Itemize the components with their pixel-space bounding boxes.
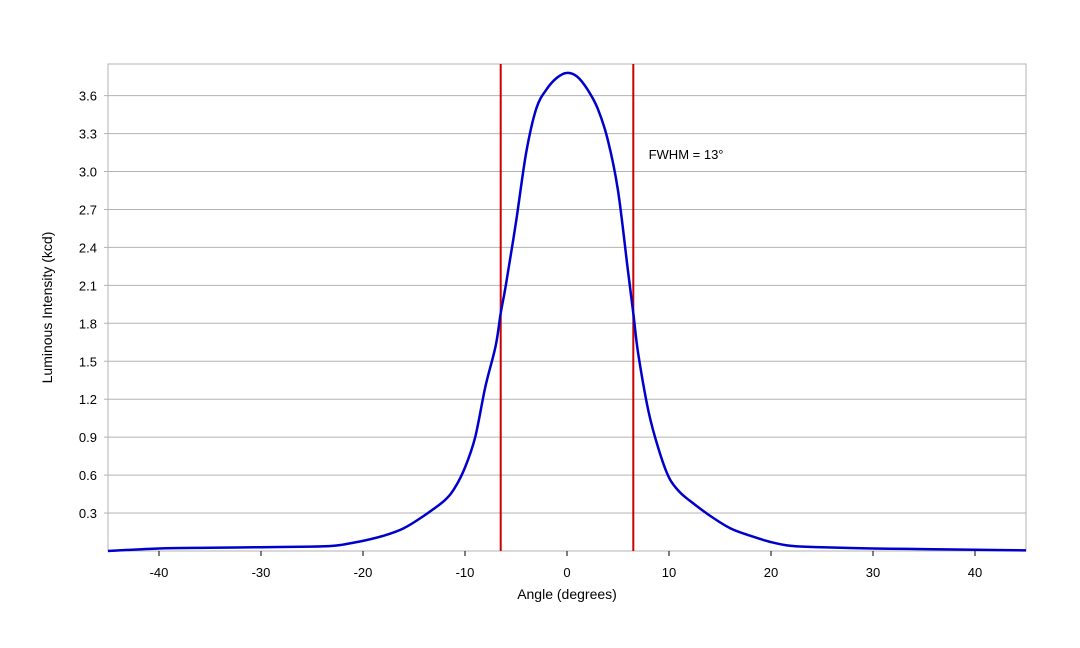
y-tick-label: 0.9	[79, 430, 97, 445]
x-tick-label: 10	[662, 565, 676, 580]
fwhm-markers	[499, 64, 635, 551]
x-tick-label: 0	[563, 565, 570, 580]
y-tick-labels: 0.3 0.6 0.9 1.2 1.5 1.8 2.1 2.4 2.7 3.0 3.3 3.6	[79, 89, 108, 521]
fwhm-annotation: FWHM = 13°	[649, 147, 724, 162]
x-axis-title: Angle (degrees)	[517, 586, 617, 602]
x-tick-label: -40	[150, 565, 169, 580]
x-tick-label: -30	[252, 565, 271, 580]
y-tick-label: 0.6	[79, 468, 97, 483]
grid-lines	[108, 95, 1026, 552]
x-tick-label: -20	[354, 565, 373, 580]
y-tick-label: 1.2	[79, 392, 97, 407]
y-tick-label: 3.3	[79, 127, 97, 142]
y-tick-label: 2.1	[79, 278, 97, 293]
y-tick-label: 2.7	[79, 202, 97, 217]
x-tick-label: 20	[764, 565, 778, 580]
x-tick-label: 30	[866, 565, 880, 580]
y-tick-label: 3.0	[79, 165, 97, 180]
plot-frame	[107, 63, 1027, 552]
y-tick-label: 2.4	[79, 240, 97, 255]
x-tick-label: 40	[968, 565, 982, 580]
y-tick-label: 0.3	[79, 506, 97, 521]
y-axis-title: Luminous Intensity (kcd)	[39, 232, 55, 384]
series-line	[107, 71, 1027, 553]
y-tick-label: 1.8	[79, 316, 97, 331]
annotations: FWHM = 13°	[649, 147, 724, 162]
x-tick-label: -10	[456, 565, 475, 580]
x-tick-labels: -40 -30 -20 -10 0 10 20 30 40	[150, 551, 982, 580]
y-tick-label: 3.6	[79, 89, 97, 104]
y-tick-label: 1.5	[79, 354, 97, 369]
